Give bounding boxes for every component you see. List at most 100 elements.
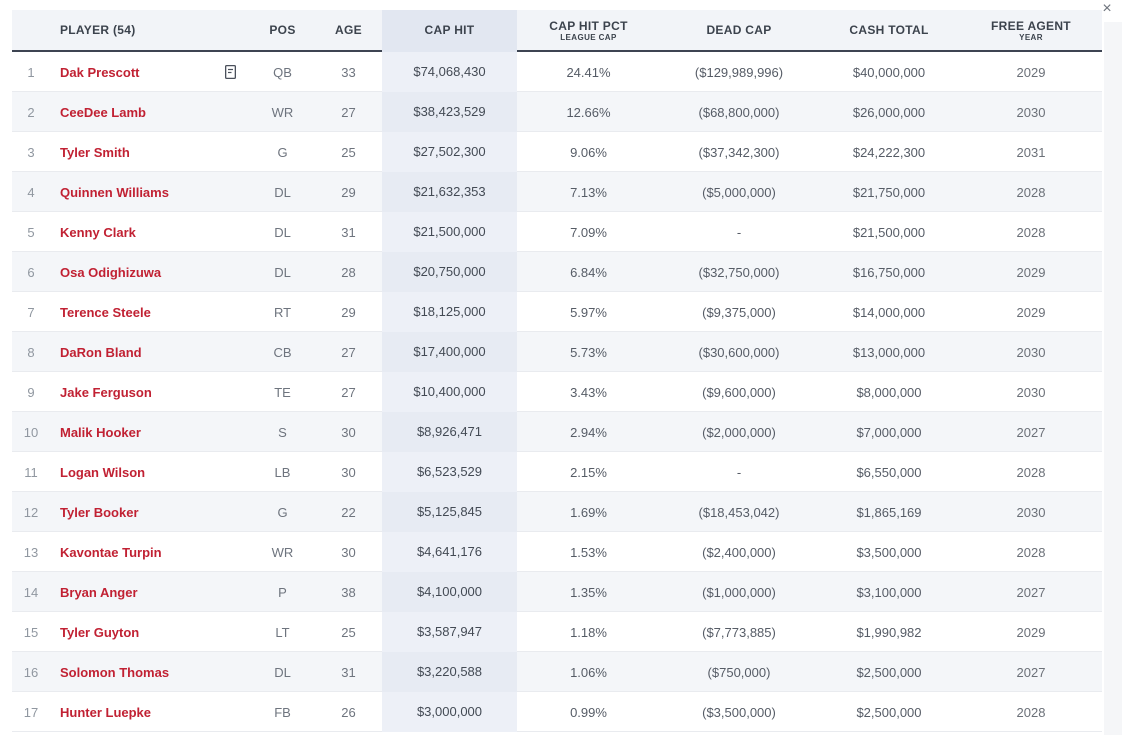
row-cap-hit: $4,641,176 [382,532,517,572]
row-cap-hit-pct: 2.94% [570,424,607,440]
row-dead-cap: ($750,000) [707,664,771,680]
player-link[interactable]: Malik Hooker [60,424,141,440]
table-header-row: PLAYER (54) POS AGE CAP HIT CAP HIT PCT … [12,10,1102,52]
row-cap-hit-pct: 1.69% [570,504,607,520]
row-free-agent: 2030 [1016,104,1046,120]
row-cap-hit: $20,750,000 [382,252,517,292]
row-cash-total: $1,865,169 [856,504,922,520]
row-rank: 4 [27,184,35,200]
row-cap-hit: $74,068,430 [382,52,517,92]
row-free-agent: 2030 [1016,504,1046,520]
table-row: 16 Solomon Thomas DL 31 $3,220,588 1.06%… [12,652,1102,692]
player-link[interactable]: CeeDee Lamb [60,104,146,120]
row-dead-cap: ($18,453,042) [698,504,780,520]
column-header-player[interactable]: PLAYER (54) [60,23,136,38]
row-pos: RT [273,304,292,320]
column-header-cap-hit-pct-sublabel: LEAGUE CAP [560,33,617,43]
column-header-age[interactable]: AGE [335,23,362,38]
contract-icon[interactable] [225,65,236,79]
row-rank: 15 [23,624,39,640]
player-link[interactable]: Kavontae Turpin [60,544,162,560]
row-pos: DL [274,224,291,240]
row-cap-hit-pct: 1.35% [570,584,607,600]
row-age: 31 [341,224,356,240]
row-rank: 5 [27,224,35,240]
column-header-free-agent[interactable]: FREE AGENT YEAR [960,10,1102,52]
row-age: 33 [341,64,356,80]
row-age: 29 [341,184,356,200]
row-cap-hit: $3,220,588 [382,652,517,692]
player-link[interactable]: Tyler Booker [60,504,139,520]
row-cap-hit-pct: 1.53% [570,544,607,560]
player-link[interactable]: Kenny Clark [60,224,136,240]
row-cash-total: $1,990,982 [856,624,922,640]
row-dead-cap: ($32,750,000) [698,264,780,280]
column-header-dead-cap[interactable]: DEAD CAP [706,23,772,38]
table-row: 8 DaRon Bland CB 27 $17,400,000 5.73% ($… [12,332,1102,372]
row-cash-total: $3,500,000 [856,544,922,560]
player-link[interactable]: Tyler Guyton [60,624,140,640]
row-age: 30 [341,464,356,480]
player-link[interactable]: Tyler Smith [60,144,130,160]
row-cash-total: $13,000,000 [852,344,926,360]
player-link[interactable]: Jake Ferguson [60,384,152,400]
close-icon[interactable]: × [1102,0,1112,17]
player-cell: Solomon Thomas [50,665,250,680]
player-link[interactable]: Terence Steele [60,304,151,320]
player-cell: Terence Steele [50,305,250,320]
row-free-agent: 2028 [1016,704,1046,720]
player-cell: Osa Odighizuwa [50,265,250,280]
row-cap-hit-pct: 1.06% [570,664,607,680]
row-age: 26 [341,704,356,720]
row-pos: G [277,504,288,520]
row-rank: 11 [24,464,38,480]
column-header-pos[interactable]: POS [269,23,296,38]
row-cap-hit-pct: 7.13% [570,184,607,200]
row-free-agent: 2031 [1016,144,1046,160]
row-dead-cap: ($5,000,000) [702,184,776,200]
row-age: 25 [341,624,356,640]
row-cap-hit-pct: 24.41% [566,64,611,80]
table-row: 9 Jake Ferguson TE 27 $10,400,000 3.43% … [12,372,1102,412]
row-cash-total: $7,000,000 [856,424,922,440]
players-cap-table: PLAYER (54) POS AGE CAP HIT CAP HIT PCT … [12,10,1102,732]
row-dead-cap: ($7,773,885) [702,624,776,640]
row-free-agent: 2028 [1016,544,1046,560]
player-link[interactable]: Quinnen Williams [60,184,169,200]
row-cap-hit: $5,125,845 [382,492,517,532]
row-cap-hit: $38,423,529 [382,92,517,132]
player-link[interactable]: Osa Odighizuwa [60,264,162,280]
row-cap-hit: $21,500,000 [382,212,517,252]
row-free-agent: 2029 [1016,264,1046,280]
player-link[interactable]: Solomon Thomas [60,664,170,680]
player-cell: Tyler Booker [50,505,250,520]
table-row: 5 Kenny Clark DL 31 $21,500,000 7.09% - … [12,212,1102,252]
player-cell: Quinnen Williams [50,185,250,200]
player-link[interactable]: Bryan Anger [60,584,138,600]
row-age: 27 [341,104,356,120]
row-cap-hit: $4,100,000 [382,572,517,612]
player-link[interactable]: Hunter Luepke [60,704,152,720]
column-header-cap-hit-pct[interactable]: CAP HIT PCT LEAGUE CAP [517,10,660,52]
row-age: 30 [341,424,356,440]
row-dead-cap: ($2,400,000) [702,544,776,560]
player-link[interactable]: Dak Prescott [60,64,140,80]
column-header-cap-hit[interactable]: CAP HIT [382,10,517,52]
row-cap-hit-pct: 7.09% [570,224,607,240]
row-cap-hit: $6,523,529 [382,452,517,492]
column-header-free-agent-label: FREE AGENT [991,18,1071,33]
column-header-cash-total[interactable]: CASH TOTAL [849,23,929,38]
player-link[interactable]: Logan Wilson [60,464,146,480]
row-cap-hit: $27,502,300 [382,132,517,172]
row-cap-hit: $18,125,000 [382,292,517,332]
row-pos: P [278,584,287,600]
table-row: 10 Malik Hooker S 30 $8,926,471 2.94% ($… [12,412,1102,452]
row-pos: CB [273,344,292,360]
row-free-agent: 2028 [1016,184,1046,200]
row-age: 38 [341,584,356,600]
player-cell: Jake Ferguson [50,385,250,400]
row-rank: 14 [23,584,39,600]
player-link[interactable]: DaRon Bland [60,344,142,360]
table-row: 4 Quinnen Williams DL 29 $21,632,353 7.1… [12,172,1102,212]
row-rank: 6 [27,264,35,280]
